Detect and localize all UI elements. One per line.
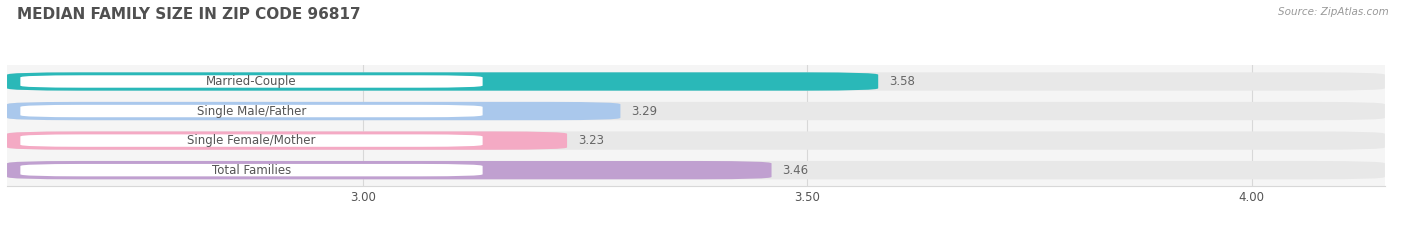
Text: 3.58: 3.58 [889,75,915,88]
Text: Married-Couple: Married-Couple [207,75,297,88]
Text: 3.23: 3.23 [578,134,603,147]
FancyBboxPatch shape [20,164,482,176]
FancyBboxPatch shape [20,105,482,117]
FancyBboxPatch shape [7,102,1385,120]
FancyBboxPatch shape [20,75,482,88]
Text: Single Female/Mother: Single Female/Mother [187,134,316,147]
FancyBboxPatch shape [7,161,1385,179]
FancyBboxPatch shape [7,102,620,120]
Text: Single Male/Father: Single Male/Father [197,105,307,117]
FancyBboxPatch shape [7,161,772,179]
Text: MEDIAN FAMILY SIZE IN ZIP CODE 96817: MEDIAN FAMILY SIZE IN ZIP CODE 96817 [17,7,360,22]
FancyBboxPatch shape [7,131,567,150]
Text: 3.29: 3.29 [631,105,657,117]
Text: Source: ZipAtlas.com: Source: ZipAtlas.com [1278,7,1389,17]
Text: 3.46: 3.46 [782,164,808,177]
FancyBboxPatch shape [7,72,1385,91]
Text: Total Families: Total Families [212,164,291,177]
FancyBboxPatch shape [7,72,879,91]
FancyBboxPatch shape [7,131,1385,150]
FancyBboxPatch shape [20,134,482,147]
